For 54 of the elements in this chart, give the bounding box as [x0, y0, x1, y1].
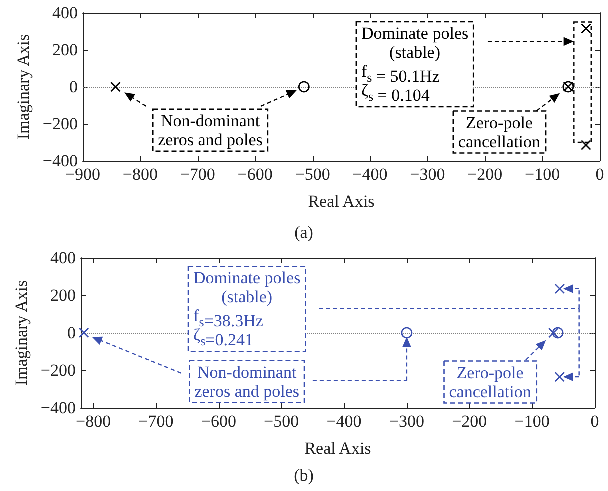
y-tick-label: 400	[52, 4, 78, 22]
text-box: Non-dominant zeros and poles	[189, 360, 306, 404]
x-axis-title: Real Axis	[304, 439, 372, 458]
x-tick-label: −500	[264, 412, 300, 431]
text: (b)	[294, 466, 314, 485]
x-tick-label: −500	[295, 165, 330, 184]
point	[554, 372, 566, 382]
y-tick-label: 0	[70, 78, 78, 96]
x-tick-label: −800	[76, 412, 112, 431]
x-tick-label: −200	[468, 165, 503, 184]
x-tick-label: −300	[410, 165, 446, 184]
annotation: Zero-pole cancellation	[458, 113, 542, 152]
y-tick-label: −200	[40, 361, 76, 380]
point	[552, 327, 564, 339]
text-box: Dominate poles (stable) f$_{s}$ = 50.1Hz ζ$_{s}$ = 0.104	[356, 21, 474, 108]
text-box: Zero-pole cancellation	[452, 110, 547, 154]
y-tick-label: 0	[68, 324, 76, 342]
point	[110, 82, 121, 92]
x-tick-label: −100	[514, 412, 550, 431]
x-tick-label: −600	[201, 412, 236, 431]
y-axis-title: Imaginary Axis	[14, 34, 34, 140]
x-tick-label: −800	[122, 165, 158, 184]
x-axis-title: Real Axis	[308, 192, 375, 211]
x-tick-label: −700	[180, 165, 216, 184]
x-tick-label: −600	[238, 165, 273, 184]
y-axis-title: Imaginary Axis	[12, 280, 32, 386]
point	[78, 328, 90, 338]
point	[554, 284, 566, 294]
point	[581, 24, 592, 34]
x-tick-label: −200	[452, 412, 488, 431]
text: (a)	[294, 223, 314, 242]
text-box: Non-dominant zeros and poles	[152, 108, 269, 152]
x-tick-label: −300	[389, 412, 424, 431]
x-tick-label: −400	[326, 412, 362, 431]
x-tick-label: 0	[590, 412, 600, 431]
y-tick-label: −400	[42, 152, 78, 170]
text-box: Zero-pole cancellation	[444, 360, 538, 404]
x-tick-label: 0	[596, 165, 604, 184]
y-tick-label: −200	[42, 114, 78, 134]
text-box: Dominate poles (stable) f$_{s}$=38.3Hz ζ$_{s}$=0.241	[188, 266, 306, 352]
y-tick-label: 400	[50, 248, 76, 268]
annotation: Non-dominant zeros and poles	[194, 362, 300, 401]
y-tick-label: −400	[40, 398, 76, 418]
x-tick-label: −700	[138, 412, 174, 431]
x-tick-label: −100	[525, 165, 560, 184]
y-tick-label: 200	[52, 40, 78, 60]
point	[581, 140, 592, 150]
point	[548, 328, 559, 338]
annotation: Zero-pole cancellation	[449, 363, 532, 402]
y-tick-label: 200	[50, 286, 76, 305]
x-tick-label: −400	[352, 165, 388, 184]
point	[298, 81, 310, 93]
point	[401, 327, 413, 339]
annotation: Non-dominant zeros and poles	[158, 111, 263, 150]
